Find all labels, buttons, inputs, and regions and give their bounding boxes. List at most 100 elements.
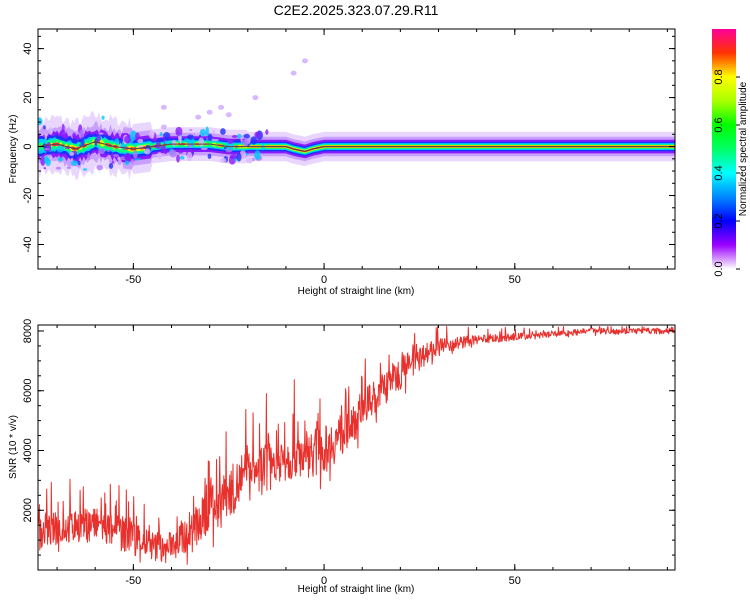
heatmap-blob <box>38 117 43 126</box>
colorbar-tick-label: 0.6 <box>713 117 725 132</box>
spectrogram-ticks: -50 0 50 -40 -20 0 20 40 <box>22 29 675 286</box>
heatmap-blob <box>101 115 105 120</box>
heatmap-blob <box>177 148 184 154</box>
snr-background <box>38 325 675 570</box>
heatmap-blob <box>134 158 142 161</box>
heatmap-blob <box>132 150 138 159</box>
heatmap-blob <box>207 153 212 159</box>
heatmap-blob <box>183 138 190 143</box>
heatmap-blob <box>199 128 206 137</box>
snr-xtick-label: 0 <box>321 575 327 587</box>
snr-xlabel: Height of straight line (km) <box>298 584 415 595</box>
colorbar-tick-label: 0.8 <box>713 69 725 84</box>
heatmap-blob <box>40 155 46 166</box>
heatmap-blob <box>108 162 114 169</box>
snr-series-line <box>38 326 675 565</box>
spectrogram-ytick-label: 0 <box>22 143 34 149</box>
heatmap-blob <box>96 134 101 142</box>
heatmap-harmonic <box>160 124 167 130</box>
spectrogram-heatmap <box>38 58 675 181</box>
colorbar-tick-label: 0.0 <box>713 261 725 276</box>
heatmap-blob <box>118 140 123 145</box>
heatmap-blob <box>78 129 84 140</box>
heatmap-blob <box>212 129 216 134</box>
heatmap-blob <box>117 156 121 161</box>
heatmap-blob <box>261 144 265 151</box>
heatmap-blob <box>55 166 61 170</box>
heatmap-blob <box>254 131 261 138</box>
heatmap-blob <box>43 125 46 130</box>
heatmap-blob <box>240 136 243 143</box>
heatmap-blob <box>179 155 185 160</box>
heatmap-blob <box>250 136 258 145</box>
heatmap-harmonic <box>195 114 202 120</box>
heatmap-harmonic <box>302 58 309 64</box>
heatmap-blob <box>48 127 53 136</box>
colorbar-ticks: 0.0 0.2 0.4 0.6 0.8 <box>713 69 740 277</box>
spectrogram-frame <box>37 28 676 270</box>
heatmap-blob <box>163 132 171 140</box>
heatmap-blob <box>159 132 163 137</box>
heatmap-blob <box>169 149 177 158</box>
heatmap-blob <box>44 155 50 164</box>
heatmap-blob <box>82 168 88 171</box>
heatmap-blob <box>176 154 180 163</box>
heatmap-blob <box>194 133 201 136</box>
heatmap-blob <box>77 160 81 166</box>
snr-ticks: -50 0 50 2000 4000 6000 8000 <box>22 319 675 587</box>
heatmap-harmonic <box>225 112 232 118</box>
heatmap-blob <box>114 138 119 144</box>
heatmap-blob <box>160 145 166 151</box>
spectrogram-ytick-label: 40 <box>22 42 34 54</box>
heatmap-blob <box>124 152 132 162</box>
colorbar: 0.0 0.2 0.4 0.6 0.8 Normalized spectral ampl… <box>712 29 749 277</box>
heatmap-blob <box>227 139 234 145</box>
heatmap-blob <box>98 147 105 155</box>
heatmap-blob <box>61 123 65 134</box>
heatmap-blob <box>242 139 249 147</box>
heatmap-blob <box>236 152 242 162</box>
heatmap-blob <box>137 138 144 143</box>
heatmap-blob <box>130 130 137 141</box>
heatmap-harmonic <box>160 104 167 110</box>
heatmap-blob <box>186 151 193 162</box>
heatmap-blob <box>231 135 238 138</box>
heatmap-blob <box>220 157 227 164</box>
heatmap-blob <box>198 137 205 147</box>
colorbar-tick-label: 0.4 <box>713 165 725 180</box>
heatmap-harmonic <box>252 95 259 101</box>
heatmap-blob <box>243 133 250 139</box>
spectrogram-xtick-label: 50 <box>509 274 521 286</box>
heatmap-blob <box>59 129 66 138</box>
snr-ylabel: SNR (10 * v/v) <box>8 415 19 479</box>
heatmap-blob <box>156 152 163 160</box>
heatmap-blob <box>57 157 64 162</box>
snr-ytick-label: 6000 <box>22 378 34 402</box>
heatmap-blob <box>236 133 242 139</box>
heatmap-blob <box>44 148 50 151</box>
heatmap-blob <box>179 134 182 145</box>
spectrogram-ytick-label: -20 <box>22 188 34 204</box>
heatmap-blob <box>265 129 269 135</box>
spectrogram-xtick-label: -50 <box>125 274 141 286</box>
heatmap-harmonic <box>206 109 213 115</box>
heatmap-blob <box>72 132 77 139</box>
heatmap-blob <box>44 133 48 140</box>
heatmap-blob <box>66 166 72 169</box>
heatmap-blob <box>56 145 64 153</box>
heatmap-blob <box>200 147 208 150</box>
heatmap-blob <box>234 139 241 143</box>
colorbar-gradient <box>712 29 736 269</box>
heatmap-blob <box>137 145 144 148</box>
spectrogram-panel: -50 0 50 -40 -20 0 20 40 Height of straight lin… <box>8 28 676 297</box>
heatmap-blob <box>124 135 131 144</box>
heatmap-blob <box>229 154 238 160</box>
snr-ytick-label: 4000 <box>22 438 34 462</box>
heatmap-blob <box>191 151 194 155</box>
heatmap-blob <box>205 126 209 137</box>
colorbar-tick-label: 0.2 <box>713 213 725 228</box>
heatmap-blob <box>80 137 85 147</box>
snr-frame <box>37 324 676 571</box>
heatmap-blob <box>189 128 193 132</box>
